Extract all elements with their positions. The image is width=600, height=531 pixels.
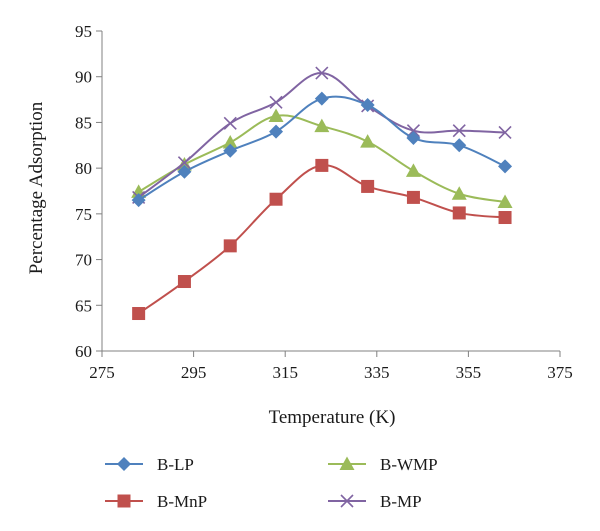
y-tick-label: 75	[75, 205, 92, 224]
data-point-b-lp	[314, 91, 329, 106]
axes	[101, 31, 560, 352]
series-b-lp	[131, 91, 513, 208]
legend-item-b-mnp: B-MnP	[105, 492, 207, 511]
legend-label: B-WMP	[380, 455, 438, 474]
data-point-b-mnp	[132, 307, 146, 321]
data-point-b-mp	[452, 124, 466, 138]
data-point-b-wmp	[497, 194, 513, 208]
data-point-b-lp	[131, 193, 146, 208]
data-point-b-mp	[223, 116, 237, 130]
y-tick-label: 85	[75, 113, 92, 132]
y-axis-ticks: 60 65 70 75 80 85 90 95	[75, 22, 102, 361]
data-point-b-lp	[177, 164, 192, 179]
y-tick-label: 60	[75, 342, 92, 361]
legend-marker	[117, 494, 131, 508]
data-point-b-mnp	[223, 239, 237, 253]
data-point-b-mnp	[361, 179, 375, 193]
y-tick-label: 90	[75, 68, 92, 87]
y-tick-label: 65	[75, 296, 92, 315]
data-point-b-mnp	[498, 211, 512, 225]
data-point-b-wmp	[268, 108, 284, 123]
x-tick-label: 355	[456, 363, 482, 382]
legend-item-b-lp: B-LP	[105, 455, 194, 474]
x-tick-label: 295	[181, 363, 207, 382]
data-point-b-wmp	[222, 135, 238, 149]
x-axis-title: Temperature (K)	[269, 407, 396, 428]
data-point-b-lp	[223, 143, 238, 158]
x-tick-label: 315	[272, 363, 298, 382]
data-point-b-mnp	[452, 206, 466, 220]
data-point-b-mp	[269, 95, 283, 109]
legend-label: B-MP	[380, 492, 422, 511]
x-tick-label: 275	[89, 363, 115, 382]
y-tick-label: 95	[75, 22, 92, 41]
data-point-b-wmp	[314, 118, 330, 133]
x-axis-ticks: 275 295 315 335 355 375	[89, 351, 573, 382]
legend-item-b-wmp: B-WMP	[328, 455, 438, 474]
data-point-b-wmp	[451, 186, 467, 200]
y-tick-label: 80	[75, 159, 92, 178]
data-point-b-mnp	[406, 190, 420, 204]
series-group	[131, 66, 513, 321]
legend-label: B-LP	[157, 455, 194, 474]
y-tick-label: 70	[75, 251, 92, 270]
data-point-b-mp	[406, 124, 421, 138]
series-line-b-mnp	[138, 164, 506, 315]
legend-marker	[339, 456, 355, 470]
data-point-b-lp	[452, 138, 467, 153]
series-b-mnp	[132, 158, 512, 321]
data-point-b-mp	[498, 125, 512, 140]
series-b-mp	[132, 66, 512, 204]
data-point-b-lp	[498, 159, 513, 174]
x-tick-label: 375	[547, 363, 573, 382]
data-point-b-mnp	[315, 158, 329, 172]
data-point-b-wmp	[360, 134, 376, 148]
legend-marker	[340, 494, 354, 508]
data-point-b-lp	[406, 130, 421, 145]
data-point-b-mnp	[269, 192, 283, 206]
data-point-b-wmp	[405, 163, 421, 177]
legend-item-b-mp: B-MP	[328, 492, 422, 511]
data-point-b-mnp	[177, 275, 191, 289]
data-point-b-mp	[177, 156, 192, 170]
legend: B-LP B-WMP B-MnP B-MP	[105, 455, 438, 511]
data-point-b-lp	[360, 98, 375, 113]
y-axis-title: Percentage Adsorption	[26, 101, 47, 274]
legend-label: B-MnP	[157, 492, 207, 511]
legend-marker	[117, 457, 131, 471]
data-point-b-mp	[315, 66, 329, 80]
x-tick-label: 335	[364, 363, 390, 382]
data-point-b-lp	[269, 124, 284, 139]
series-line-b-lp	[138, 95, 506, 201]
